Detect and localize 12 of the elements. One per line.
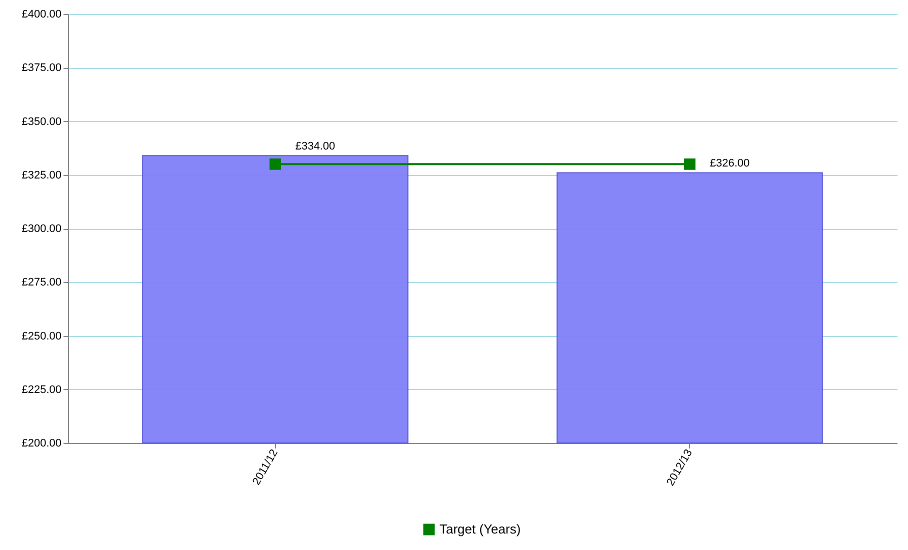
y-tick-label: £200.00 [22,438,62,450]
y-tick-label: £300.00 [22,223,62,235]
y-tick-label: £375.00 [22,62,62,74]
legend-label: Target (Years) [440,522,521,536]
y-tick-label: £275.00 [22,276,62,289]
y-tick-label: £325.00 [22,169,62,182]
data-label: £334.00 [295,140,336,153]
data-label: £326.00 [710,158,750,170]
y-tick-label: £250.00 [22,330,62,342]
y-tick-label: £225.00 [22,384,62,396]
y-tick-label: £400.00 [22,8,62,20]
y-tick-label: £350.00 [22,116,62,128]
